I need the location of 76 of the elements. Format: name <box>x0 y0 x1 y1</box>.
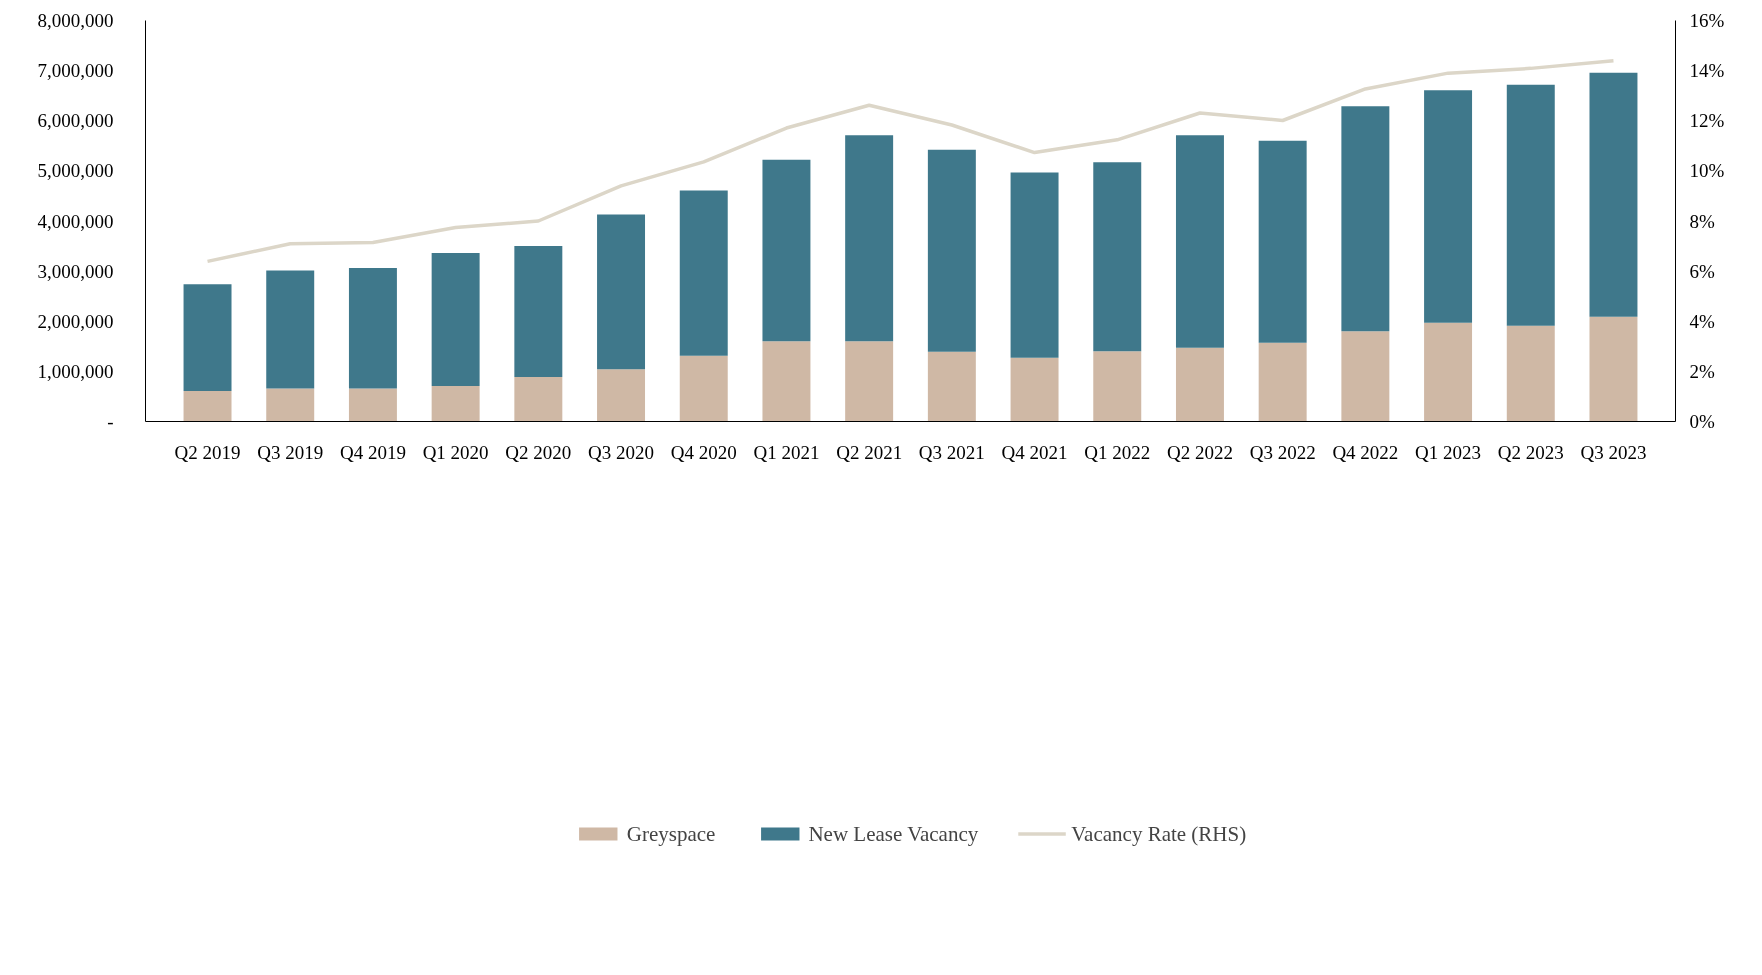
x-tick-label: Q4 2021 <box>1001 441 1068 463</box>
bar <box>597 214 646 370</box>
bar <box>1341 106 1390 332</box>
bar <box>431 253 480 386</box>
bar <box>266 270 315 389</box>
x-tick-label: Q4 2022 <box>1332 441 1399 463</box>
bar <box>348 268 397 389</box>
bar <box>679 355 728 422</box>
x-tick-label: Q1 2020 <box>422 441 489 463</box>
bar <box>348 388 397 422</box>
x-tick-label: Q1 2022 <box>1084 441 1151 463</box>
x-tick-label: Q4 2020 <box>670 441 737 463</box>
y2-tick-label: 8% <box>1689 210 1715 232</box>
x-tick-label: Q3 2019 <box>257 441 324 463</box>
bar <box>1589 316 1638 422</box>
bar <box>1010 357 1059 422</box>
legend-label: New Lease Vacancy <box>808 821 979 847</box>
y-tick-label: 4,000,000 <box>37 210 114 232</box>
legend-label: Greyspace <box>626 821 716 847</box>
y2-tick-label: 2% <box>1689 360 1715 382</box>
bar <box>266 388 315 422</box>
bar <box>845 341 894 422</box>
bar <box>597 369 646 422</box>
bar <box>679 190 728 356</box>
bar <box>1258 140 1307 343</box>
bar <box>1424 322 1473 422</box>
bar <box>1010 172 1059 358</box>
bar <box>927 351 976 422</box>
bar <box>1341 331 1390 422</box>
bar <box>183 284 232 391</box>
x-tick-label: Q2 2022 <box>1166 441 1233 463</box>
bar <box>1175 135 1224 348</box>
x-tick-label: Q3 2022 <box>1249 441 1316 463</box>
y-tick-label: 2,000,000 <box>37 310 114 332</box>
y2-tick-label: 0% <box>1689 411 1715 432</box>
x-tick-label: Q3 2021 <box>918 441 985 463</box>
y2-tick-label: 14% <box>1689 60 1725 82</box>
y2-tick-label: 4% <box>1689 310 1715 332</box>
x-tick-label: Q2 2019 <box>174 441 241 463</box>
bar <box>1093 351 1142 422</box>
bar <box>762 159 811 342</box>
line-series <box>205 59 1616 264</box>
bar <box>1258 342 1307 422</box>
x-tick-label: Q2 2021 <box>836 441 903 463</box>
bar <box>183 390 232 422</box>
bar <box>1589 72 1638 317</box>
x-tick-label: Q1 2021 <box>753 441 820 463</box>
y-tick-label: 6,000,000 <box>37 110 114 132</box>
bar <box>762 341 811 422</box>
bar <box>927 149 976 352</box>
bar <box>1506 84 1555 326</box>
y2-tick-label: 10% <box>1689 160 1725 182</box>
y-tick-label: 5,000,000 <box>37 160 114 182</box>
y-tick-label: 1,000,000 <box>37 360 114 382</box>
bar <box>514 376 563 422</box>
bar <box>1424 90 1473 323</box>
y-tick-label: - <box>107 411 114 432</box>
y-tick-label: 7,000,000 <box>37 60 114 82</box>
x-tick-label: Q1 2023 <box>1415 441 1482 463</box>
bar <box>514 246 563 377</box>
bar <box>1093 162 1142 352</box>
y-tick-label: 8,000,000 <box>37 10 114 31</box>
x-tick-label: Q3 2020 <box>588 441 655 463</box>
bar <box>431 385 480 422</box>
legend-label: Vacancy Rate (RHS) <box>1071 821 1247 847</box>
x-tick-label: Q2 2023 <box>1497 441 1564 463</box>
x-tick-label: Q3 2023 <box>1580 441 1647 463</box>
bar <box>1506 325 1555 422</box>
bar <box>845 135 894 342</box>
bar <box>1175 347 1224 422</box>
y2-tick-label: 12% <box>1689 110 1725 132</box>
x-tick-label: Q2 2020 <box>505 441 572 463</box>
y-tick-label: 3,000,000 <box>37 260 114 282</box>
y2-tick-label: 16% <box>1689 10 1725 31</box>
x-tick-label: Q4 2019 <box>339 441 406 463</box>
y2-tick-label: 6% <box>1689 260 1715 282</box>
